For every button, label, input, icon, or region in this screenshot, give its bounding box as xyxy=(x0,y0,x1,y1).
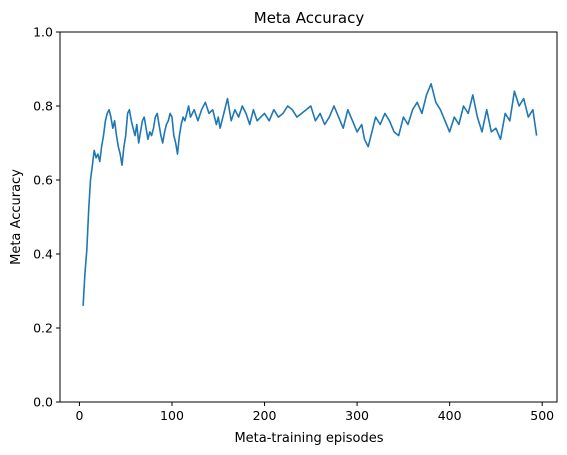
x-tick-label: 300 xyxy=(345,408,369,423)
x-tick-label: 100 xyxy=(160,408,184,423)
y-tick-label: 1.0 xyxy=(33,25,53,40)
y-tick-label: 0.2 xyxy=(33,321,53,336)
x-tick-label: 400 xyxy=(438,408,462,423)
y-tick-label: 0.0 xyxy=(33,395,53,410)
y-tick-label: 0.8 xyxy=(33,99,53,114)
plot-area xyxy=(82,83,538,306)
y-axis-ticks: 0.0 0.2 0.4 0.6 0.8 1.0 xyxy=(33,25,60,410)
series-line xyxy=(82,83,538,306)
x-tick-label: 200 xyxy=(253,408,277,423)
x-axis-label: Meta-training episodes xyxy=(234,431,383,446)
y-axis-label: Meta Accuracy xyxy=(9,169,24,265)
y-tick-label: 0.6 xyxy=(33,173,53,188)
x-axis-ticks: 0 100 200 300 400 500 xyxy=(75,402,554,423)
x-tick-label: 0 xyxy=(75,408,83,423)
chart-title: Meta Accuracy xyxy=(254,9,365,27)
y-tick-label: 0.4 xyxy=(33,247,53,262)
x-tick-label: 500 xyxy=(530,408,554,423)
axes-frame xyxy=(59,31,558,403)
